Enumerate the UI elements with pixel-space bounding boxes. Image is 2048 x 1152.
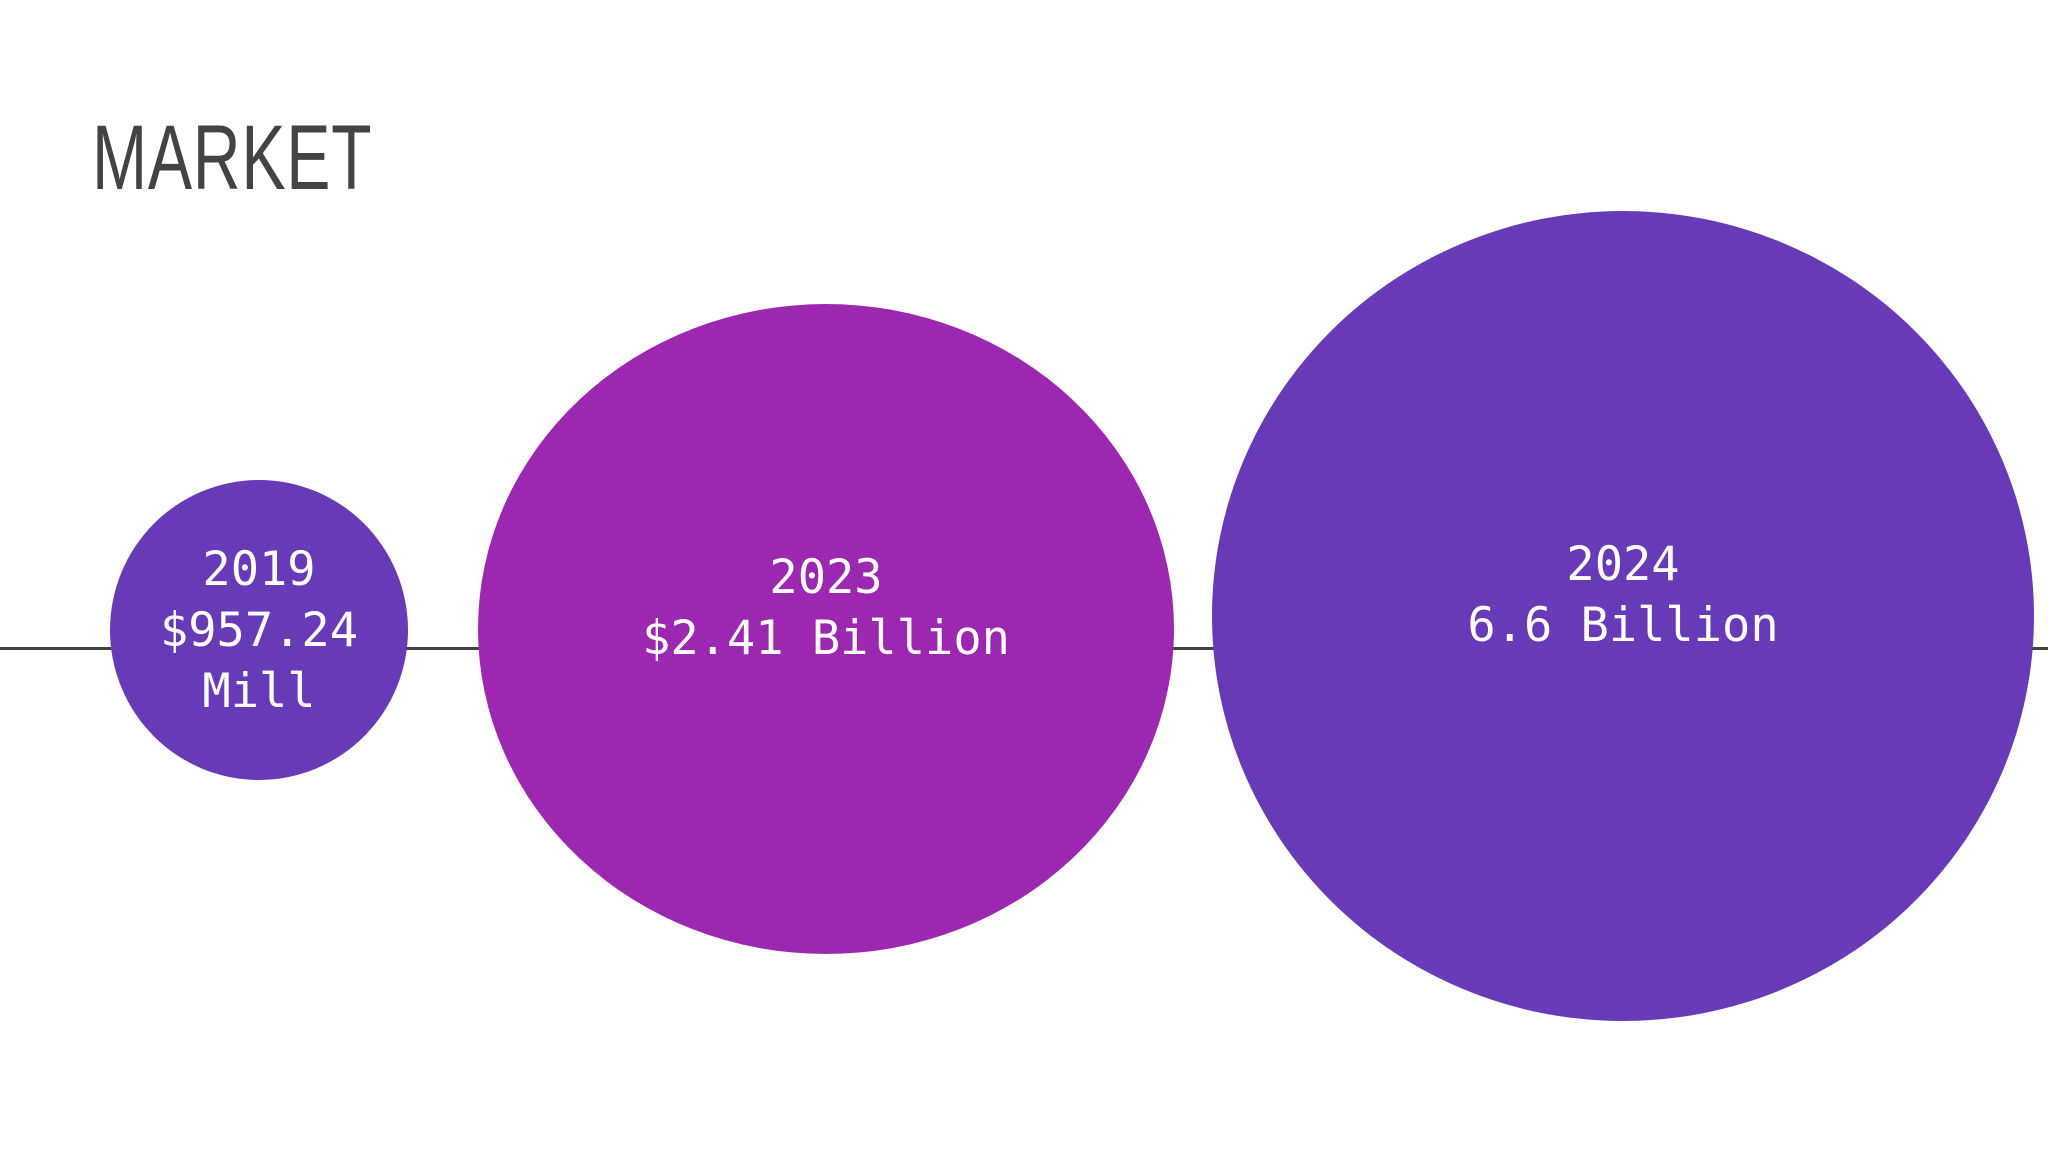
bubble-value-2024: 6.6 Billion: [1467, 598, 1779, 653]
bubble-value-2023: $2.41 Billion: [642, 611, 1010, 666]
market-bubble-2019: 2019 $957.24 Mill: [110, 480, 408, 780]
bubble-year-2024: 2024: [1566, 537, 1680, 592]
bubble-unit-2019: Mill: [202, 663, 316, 719]
bubble-value-2019: $957.24: [159, 602, 359, 658]
bubble-year-2019: 2019: [202, 541, 316, 597]
market-bubble-2024: 2024 6.6 Billion: [1212, 211, 2034, 1021]
market-bubble-2023: 2023 $2.41 Billion: [478, 304, 1174, 954]
slide-title: MARKET: [92, 107, 373, 209]
bubble-year-2023: 2023: [769, 550, 883, 605]
